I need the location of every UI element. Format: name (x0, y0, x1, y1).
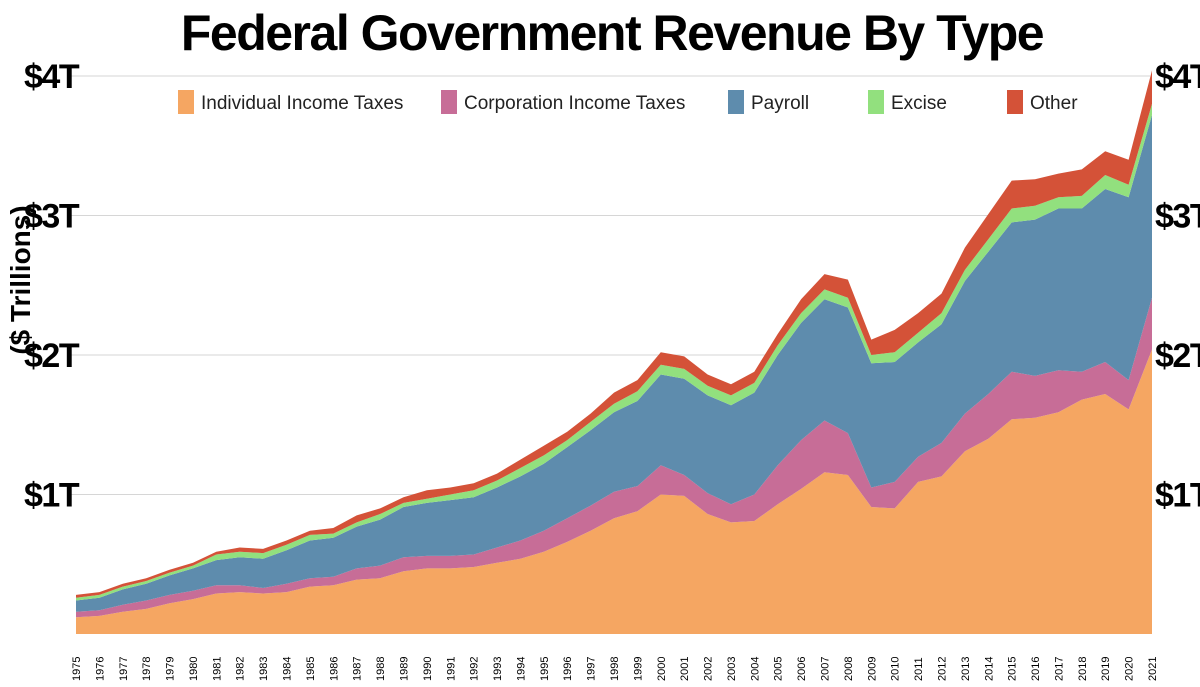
y-tick-label-left-2: $2T (24, 337, 80, 375)
x-tick-label-2005: 2005 (773, 657, 785, 681)
area-series-corporation-income-taxes (76, 297, 1152, 618)
chart-title: Federal Government Revenue By Type (181, 5, 1044, 61)
x-tick-label-1977: 1977 (118, 657, 130, 681)
x-tick-label-2021: 2021 (1147, 657, 1159, 681)
x-tick-label-2007: 2007 (820, 657, 832, 681)
x-tick-label-2019: 2019 (1100, 657, 1112, 681)
x-tick-label-2020: 2020 (1124, 657, 1136, 681)
x-tick-label-2016: 2016 (1030, 657, 1042, 681)
x-tick-label-1995: 1995 (539, 657, 551, 681)
area-series-payroll (76, 115, 1152, 612)
y-axis-label: ($ Trillions) (5, 205, 36, 354)
x-tick-label-2004: 2004 (749, 657, 761, 681)
x-tick-label-1994: 1994 (515, 657, 527, 681)
x-tick-label-2009: 2009 (866, 657, 878, 681)
y-tick-label-right-3: $3T (1155, 197, 1200, 235)
x-tick-label-1989: 1989 (399, 657, 411, 681)
x-tick-label-2008: 2008 (843, 657, 855, 681)
y-tick-label-left-4: $4T (24, 58, 80, 96)
x-tick-label-1983: 1983 (258, 657, 270, 681)
x-tick-label-2003: 2003 (726, 657, 738, 681)
x-tick-label-2000: 2000 (656, 657, 668, 681)
x-tick-label-1985: 1985 (305, 657, 317, 681)
x-tick-label-2012: 2012 (937, 657, 949, 681)
legend-label-other: Other (1030, 93, 1078, 114)
x-tick-label-1992: 1992 (469, 657, 481, 681)
x-tick-label-2010: 2010 (890, 657, 902, 681)
x-tick-label-1978: 1978 (141, 657, 153, 681)
x-tick-label-1982: 1982 (235, 657, 247, 681)
y-tick-label-right-1: $1T (1155, 476, 1200, 514)
x-tick-label-2006: 2006 (796, 657, 808, 681)
x-tick-label-2001: 2001 (679, 657, 691, 681)
x-tick-label-1991: 1991 (445, 657, 457, 681)
legend-swatch-corporation-income-taxes (441, 90, 457, 114)
legend-swatch-excise (868, 90, 884, 114)
x-axis-ticks: 1975 1976 1977 1978 1979 1980 1981 1982 1983 1984… (71, 657, 1159, 681)
y-tick-label-left-1: $1T (24, 476, 80, 514)
legend: Individual Income Taxes Corporation Incom… (178, 90, 1078, 114)
x-tick-label-1993: 1993 (492, 657, 504, 681)
legend-swatch-payroll (728, 90, 744, 114)
legend-swatch-other (1007, 90, 1023, 114)
y-axis-ticks: $1T $1T $2T $2T $3T $3T $4T $4T (24, 58, 1200, 515)
area-series-individual-income-taxes (76, 349, 1152, 634)
x-tick-label-2014: 2014 (983, 657, 995, 681)
y-tick-label-left-3: $3T (24, 197, 80, 235)
legend-label-corporation-income-taxes: Corporation Income Taxes (464, 93, 685, 114)
x-tick-label-1976: 1976 (94, 657, 106, 681)
x-tick-label-2017: 2017 (1053, 657, 1065, 681)
y-tick-label-right-2: $2T (1155, 337, 1200, 375)
x-tick-label-1990: 1990 (422, 657, 434, 681)
x-tick-label-2013: 2013 (960, 657, 972, 681)
x-tick-label-2018: 2018 (1077, 657, 1089, 681)
x-tick-label-1987: 1987 (352, 657, 364, 681)
x-tick-label-1988: 1988 (375, 657, 387, 681)
legend-swatch-individual-income-taxes (178, 90, 194, 114)
x-tick-label-1996: 1996 (562, 657, 574, 681)
legend-label-individual-income-taxes: Individual Income Taxes (201, 93, 403, 114)
x-tick-label-2011: 2011 (913, 657, 925, 681)
x-tick-label-1981: 1981 (211, 657, 223, 681)
legend-label-excise: Excise (891, 93, 947, 114)
x-tick-label-1999: 1999 (632, 657, 644, 681)
y-tick-label-right-4: $4T (1155, 58, 1200, 96)
legend-label-payroll: Payroll (751, 93, 809, 114)
x-tick-label-1984: 1984 (282, 657, 294, 681)
x-tick-label-2002: 2002 (703, 657, 715, 681)
x-tick-label-1975: 1975 (71, 657, 83, 681)
stacked-areas (76, 70, 1152, 634)
x-tick-label-1997: 1997 (586, 657, 598, 681)
x-tick-label-1979: 1979 (165, 657, 177, 681)
x-tick-label-1986: 1986 (328, 657, 340, 681)
x-tick-label-1998: 1998 (609, 657, 621, 681)
x-tick-label-1980: 1980 (188, 657, 200, 681)
x-tick-label-2015: 2015 (1007, 657, 1019, 681)
